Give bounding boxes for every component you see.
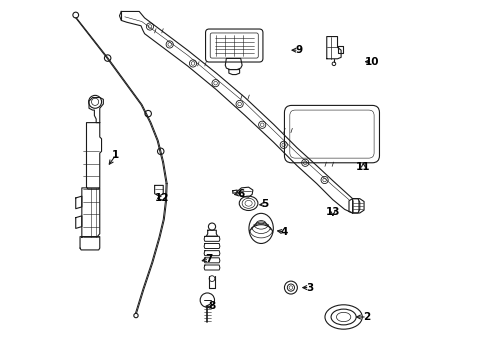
Text: 6: 6: [237, 189, 245, 199]
Text: 1: 1: [112, 150, 120, 160]
Text: 4: 4: [281, 227, 288, 237]
Text: 12: 12: [154, 193, 169, 203]
Text: 13: 13: [326, 207, 340, 217]
Text: 9: 9: [295, 45, 302, 55]
Text: 7: 7: [205, 254, 213, 264]
Text: 11: 11: [356, 162, 370, 172]
Text: 10: 10: [365, 57, 380, 67]
Text: 2: 2: [363, 312, 370, 322]
Text: 3: 3: [306, 283, 313, 293]
Text: 8: 8: [208, 301, 216, 311]
Text: 5: 5: [261, 199, 269, 210]
